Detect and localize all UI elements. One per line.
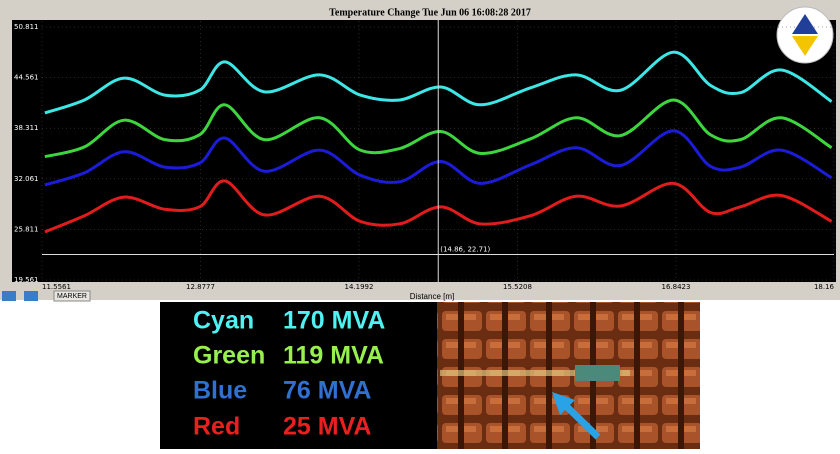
y-tick-label: 19.561 (14, 276, 39, 284)
zoom-icon[interactable] (24, 291, 38, 301)
zoom-icon[interactable] (2, 291, 16, 301)
logo (777, 7, 833, 63)
panel-name: Blue (193, 377, 247, 405)
y-tick-label: 44.561 (14, 74, 39, 82)
x-tick-label: 11.5561 (42, 283, 71, 291)
panel-load: 25 MVA (283, 413, 371, 441)
x-tick-label: 14.1992 (345, 283, 374, 291)
page: {"chart_data": {"type": "line", "title":… (0, 0, 840, 449)
x-tick-label: 16.8423 (661, 283, 690, 291)
screen: Temperature Change Tue Jun 06 16:08:28 2… (0, 0, 840, 449)
panel-name: Green (193, 342, 265, 370)
cursor-label: (14.86, 22.71) (440, 246, 490, 254)
y-tick-label: 38.311 (14, 124, 39, 132)
y-tick-label: 32.061 (14, 175, 39, 183)
y-tick-label: 50.811 (14, 23, 39, 31)
panel-load: 170 MVA (283, 307, 385, 335)
x-axis-label: Distance [m] (410, 292, 454, 301)
panel-name: Red (193, 413, 240, 441)
photo-sensor (575, 365, 620, 381)
panel-load: 119 MVA (283, 342, 384, 370)
y-tick-label: 25.811 (14, 225, 39, 233)
x-tick-label: 18.16 (814, 283, 835, 291)
x-tick-label: 15.5208 (503, 283, 532, 291)
panel-load: 76 MVA (283, 377, 371, 405)
x-tick-label: 12.8777 (186, 283, 215, 291)
plot-area (12, 20, 836, 282)
chart-title: Temperature Change Tue Jun 06 16:08:28 2… (329, 7, 531, 18)
marker-button-label: MARKER (57, 293, 87, 300)
panel-name: Cyan (193, 307, 254, 335)
